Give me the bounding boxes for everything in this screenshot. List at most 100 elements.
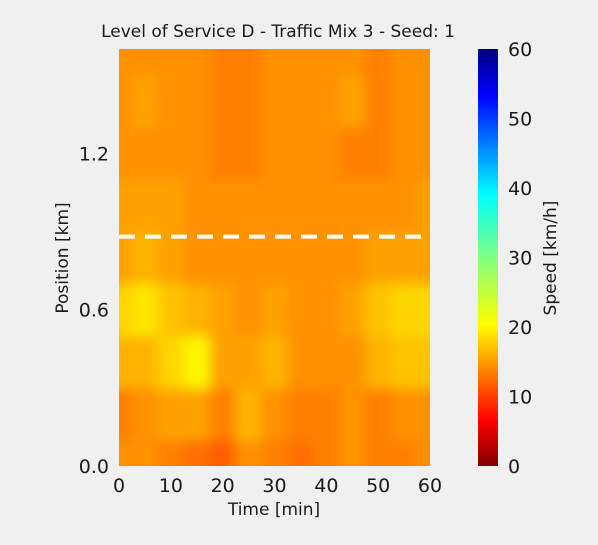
heatmap-cell	[183, 439, 211, 466]
heatmap-cell	[131, 127, 159, 180]
heatmap-cell	[235, 231, 263, 285]
heatmap-cell	[391, 49, 418, 76]
heatmap-cell	[157, 335, 185, 389]
heatmap-cell	[119, 439, 133, 466]
heatmap-cell	[209, 335, 237, 389]
heatmap-cell	[365, 75, 392, 128]
heatmap-cell	[287, 283, 314, 337]
heatmap-cell	[131, 75, 159, 128]
heatmap-cell	[157, 387, 185, 441]
heatmap-cell	[183, 127, 211, 180]
heatmap-cell	[261, 439, 288, 466]
heatmap-cell	[157, 75, 185, 128]
heatmap-cell	[313, 231, 340, 285]
colorbar-tick-label: 60	[508, 39, 532, 61]
heatmap-cell	[339, 49, 366, 76]
heatmap-cell	[157, 231, 185, 285]
y-axis-label: Position [km]	[53, 202, 73, 313]
colorbar-tick-label: 10	[508, 387, 532, 409]
heatmap-cell	[131, 335, 159, 389]
heatmap-cell	[339, 283, 366, 337]
heatmap-cell	[287, 179, 314, 232]
heatmap-cell	[365, 127, 392, 180]
x-tick-label: 50	[366, 475, 390, 497]
heatmap-cell	[287, 335, 314, 389]
heatmap-cell	[209, 127, 237, 180]
heatmap-cell	[339, 179, 366, 232]
colorbar-tick-label: 40	[508, 178, 532, 200]
heatmap-cell	[339, 75, 366, 128]
heatmap-cell	[391, 75, 418, 128]
heatmap-cell	[287, 387, 314, 441]
heatmap-cell	[287, 127, 314, 180]
heatmap-cell	[183, 231, 211, 285]
heatmap-cell	[417, 179, 430, 232]
heatmap-cell	[131, 49, 159, 76]
colorbar	[478, 49, 498, 466]
heatmap-cell	[313, 179, 340, 232]
heatmap-cell	[391, 439, 418, 466]
heatmap-cell	[391, 179, 418, 232]
heatmap-cell	[313, 75, 340, 128]
heatmap-cell	[209, 439, 237, 466]
heatmap-cell	[235, 283, 263, 337]
heatmap-cell	[261, 387, 288, 441]
x-axis-label: Time [min]	[227, 500, 320, 520]
heatmap-area	[119, 49, 430, 466]
heatmap-cell	[365, 179, 392, 232]
heatmap-cell	[313, 335, 340, 389]
heatmap-cell	[391, 127, 418, 180]
heatmap-cell	[157, 127, 185, 180]
x-tick-label: 0	[113, 475, 125, 497]
heatmap-cell	[339, 439, 366, 466]
heatmap-cell	[119, 49, 133, 76]
heatmap-cell	[235, 127, 263, 180]
colorbar-tick-label: 50	[508, 109, 532, 131]
heatmap-cell	[261, 179, 288, 232]
heatmap-cell	[235, 335, 263, 389]
colorbar-tick-label: 20	[508, 317, 532, 339]
heatmap-cell	[119, 127, 133, 180]
heatmap-cell	[365, 49, 392, 76]
heatmap-cell	[417, 335, 430, 389]
heatmap-cell	[391, 231, 418, 285]
heatmap-cell	[313, 49, 340, 76]
heatmap-cell	[119, 231, 133, 285]
heatmap-cell	[417, 231, 430, 285]
colorbar-tick-label: 0	[508, 456, 520, 478]
y-tick-label: 0.0	[79, 456, 109, 478]
heatmap-cell	[261, 283, 288, 337]
heatmap-cell	[131, 387, 159, 441]
heatmap-cell	[339, 127, 366, 180]
heatmap-cell	[183, 387, 211, 441]
heatmap-cell	[119, 283, 133, 337]
heatmap-cell	[417, 387, 430, 441]
heatmap-cell	[261, 231, 288, 285]
heatmap-cell	[287, 75, 314, 128]
heatmap-cell	[287, 439, 314, 466]
heatmap-cell	[313, 387, 340, 441]
x-tick-label: 10	[159, 475, 183, 497]
x-tick-label: 60	[418, 475, 442, 497]
x-tick-label: 30	[262, 475, 286, 497]
heatmap-cell	[261, 335, 288, 389]
heatmap-cell	[119, 179, 133, 232]
heatmap-cell	[157, 179, 185, 232]
heatmap-cell	[391, 283, 418, 337]
heatmap-cell	[235, 439, 263, 466]
x-tick-label: 20	[211, 475, 235, 497]
heatmap-cell	[365, 283, 392, 337]
heatmap-cell	[209, 231, 237, 285]
heatmap-cell	[235, 49, 263, 76]
heatmap-cell	[157, 439, 185, 466]
heatmap-cell	[339, 387, 366, 441]
heatmap-cell	[365, 439, 392, 466]
heatmap-cell	[209, 75, 237, 128]
heatmap-cell	[287, 49, 314, 76]
heatmap-cell	[417, 49, 430, 76]
heatmap-cell	[391, 335, 418, 389]
heatmap-cell	[119, 335, 133, 389]
heatmap-cell	[183, 75, 211, 128]
